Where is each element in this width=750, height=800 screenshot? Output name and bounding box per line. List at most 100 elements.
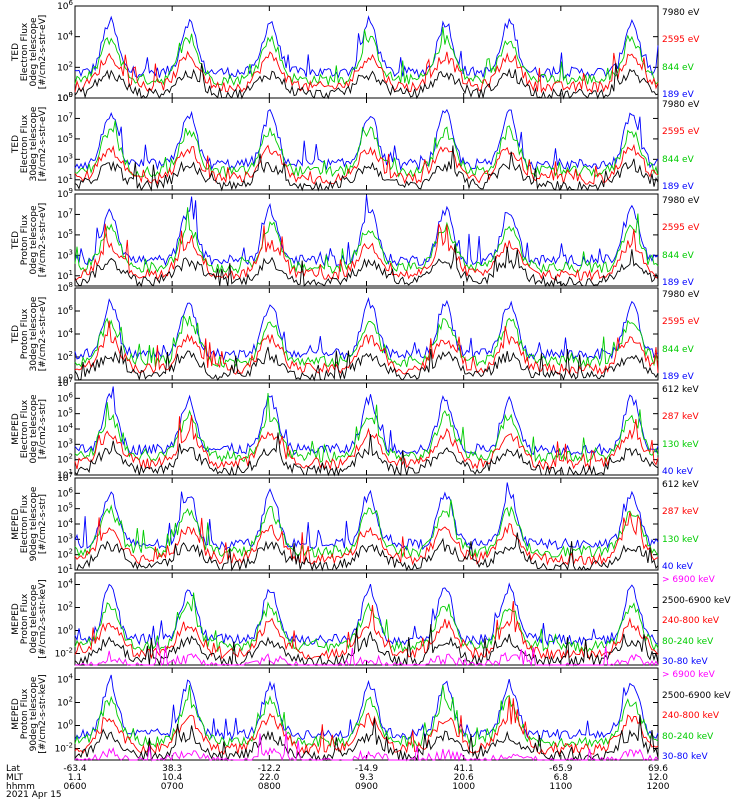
panel-ylabel: TED Electron Flux 30deg telescope [#/cm2-s-… — [11, 98, 48, 190]
x-axis-tick-label: 0600 — [63, 782, 87, 792]
panel-ylabel: MEPED Electron Flux 0deg telescope [#/cm2-s… — [11, 383, 48, 475]
y-tick-label: 103 — [57, 152, 73, 165]
panel-ylabel-line: [#/cm2-s-str] — [38, 493, 48, 555]
x-axis-tick-label: 38.3 — [162, 764, 183, 774]
series-line — [74, 143, 659, 185]
series-line — [74, 714, 659, 762]
series-line — [74, 624, 659, 667]
x-axis-tick-label: 6.8 — [553, 773, 568, 783]
y-tick-label: 104 — [57, 327, 73, 340]
panel-ylabel-line: [#/cm2-s-str-eV] — [38, 14, 48, 90]
series-line — [74, 696, 659, 756]
series-line — [74, 482, 659, 551]
series-line — [74, 314, 659, 369]
x-axis-row-label: Lat — [6, 764, 21, 774]
series-line — [75, 642, 659, 667]
y-tick-label: 102 — [57, 548, 73, 561]
series-line — [74, 674, 659, 741]
x-axis-tick-label: 1.1 — [67, 773, 83, 783]
y-tick-label: 105 — [57, 132, 73, 145]
y-tick-label: 102 — [57, 350, 73, 363]
y-tick-label: 106 — [57, 304, 73, 317]
y-tick-label: 103 — [57, 532, 73, 545]
x-axis-tick-label: 69.6 — [647, 764, 669, 774]
y-tick-label: 103 — [57, 248, 73, 261]
series-line — [74, 296, 659, 361]
panel-frame — [74, 572, 659, 666]
legend-entry: 2595 eV — [662, 127, 700, 138]
legend-entry: 7980 eV — [662, 196, 700, 206]
y-tick-label: 109 — [57, 187, 73, 200]
y-tick-label: 101 — [57, 173, 73, 186]
series-line — [74, 499, 659, 559]
panel-ylabel-line: [#/cm2-s-str-keV] — [38, 674, 48, 754]
legend-entry: 189 eV — [662, 278, 694, 288]
legend-entry: 189 eV — [662, 372, 694, 382]
y-tick-label: 107 — [57, 207, 73, 220]
y-tick-label: 100 — [57, 624, 73, 637]
y-tick-label: 109 — [57, 91, 73, 104]
y-tick-label: 100 — [57, 91, 73, 104]
legend-entry: 7980 eV — [662, 100, 700, 110]
y-tick-label: 106 — [57, 486, 73, 499]
x-axis-tick-label: 0900 — [355, 782, 378, 792]
y-tick-label: 107 — [57, 376, 73, 389]
legend-entry: 287 keV — [662, 507, 699, 518]
legend-entry: 844 eV — [662, 250, 694, 261]
panel-frame — [74, 5, 659, 99]
series-line — [74, 15, 659, 80]
y-tick-label: 10-2 — [55, 742, 73, 755]
panel-frame — [74, 287, 659, 381]
panel-ylabel-line: [#/cm2-s-str] — [38, 398, 48, 460]
x-axis-tick-label: 12.0 — [647, 773, 669, 783]
y-tick-label: 102 — [57, 60, 73, 73]
series-line — [74, 600, 659, 661]
y-tick-label: 102 — [57, 696, 73, 709]
panel-frame — [74, 193, 659, 287]
series-line — [74, 684, 659, 749]
legend-entry: 40 keV — [662, 562, 693, 572]
y-tick-label: 106 — [57, 391, 73, 404]
legend-entry: 2500-6900 keV — [662, 595, 731, 606]
panel-frame — [74, 97, 659, 191]
legend-entry: 189 eV — [662, 182, 694, 192]
legend-entry: 7980 eV — [662, 290, 700, 300]
legend-entry: 30-80 keV — [662, 752, 708, 762]
y-tick-label: 107 — [57, 471, 73, 484]
legend-entry: 240-800 keV — [662, 616, 720, 626]
legend-entry: 30-80 keV — [662, 657, 708, 667]
y-tick-label: 10-2 — [55, 647, 73, 660]
series-line — [74, 592, 659, 653]
panel-ylabel-line: [#/cm2-s-str-eV] — [38, 202, 48, 278]
legend-entry: 844 eV — [662, 344, 694, 355]
y-tick-label: 107 — [57, 111, 73, 124]
y-tick-label: 102 — [57, 453, 73, 466]
series-line — [74, 582, 659, 647]
y-tick-label: 105 — [57, 228, 73, 241]
x-axis-row-label: hhmm — [6, 782, 35, 792]
legend-entry: 844 eV — [662, 62, 694, 73]
x-axis-tick-label: 0800 — [257, 782, 281, 792]
y-tick-label: 101 — [57, 563, 73, 576]
y-tick-label: 106 — [57, 0, 73, 12]
legend-entry: > 6900 keV — [662, 575, 715, 585]
y-tick-label: 104 — [57, 673, 73, 686]
legend-entry: 240-800 keV — [662, 711, 720, 721]
series-line — [74, 108, 659, 171]
series-line — [75, 532, 659, 572]
series-line — [74, 194, 659, 267]
x-axis-tick-label: 1100 — [549, 782, 573, 792]
x-axis-tick-label: 20.6 — [453, 773, 474, 783]
legend-entry: 2595 eV — [662, 35, 700, 46]
series-line — [74, 63, 659, 100]
legend-entry: 612 keV — [662, 385, 699, 395]
y-tick-label: 100 — [57, 373, 73, 386]
panel-ylabel: MEPED Proton Flux 90deg telescope [#/cm2-s-… — [11, 668, 48, 760]
series-line — [74, 392, 659, 464]
x-axis-tick-label: 10.4 — [162, 773, 183, 783]
panel-ylabel-line: [#/cm2-s-str-eV] — [38, 106, 48, 182]
x-axis-tick-label: -12.2 — [257, 764, 281, 774]
y-tick-label: 104 — [57, 422, 73, 435]
series-line — [74, 731, 659, 762]
x-axis-row-label: MLT — [6, 773, 24, 783]
